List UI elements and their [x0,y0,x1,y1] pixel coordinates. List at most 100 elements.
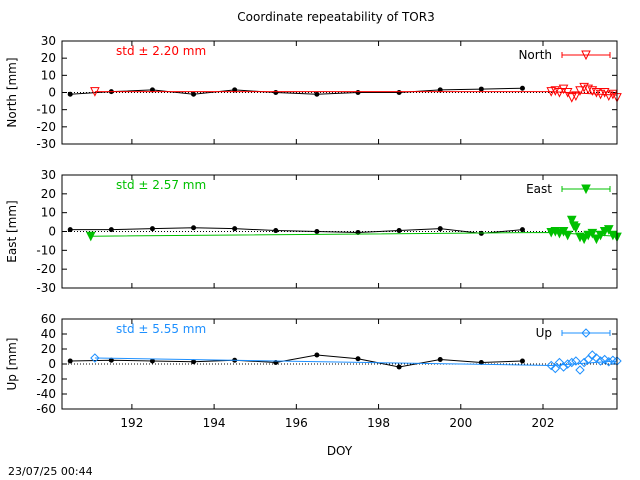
y-tick-label: -40 [36,387,56,401]
legend-label: North [518,48,552,62]
y-tick-label: 60 [41,312,56,326]
north-point [587,86,598,96]
reference-point [519,227,525,233]
y-tick-label: -20 [36,262,56,276]
reference-point [273,228,279,234]
up-series-line [94,357,618,367]
reference-point [478,86,484,92]
east-point [587,228,598,239]
reference-point [67,91,73,97]
reference-point [108,227,114,233]
north-point [562,88,573,98]
reference-point [191,91,197,97]
legend-up: Up [536,326,611,340]
east-point [85,231,96,242]
reference-point [519,358,525,364]
legend-label: East [526,182,552,196]
reference-point [437,357,443,362]
panel-north: -30 -20 -10 0 10 20 30 std ± 2.20 mm North North … [5,34,622,151]
reference-point [149,358,155,364]
y-tick-label: 40 [41,327,56,341]
y-tick-label: -10 [36,103,56,117]
reference-point [67,358,73,364]
legend-marker [581,50,591,61]
up-point [550,363,561,374]
x-tick-label: 192 [120,416,143,430]
y-tick-label: -30 [36,137,56,151]
east-point [603,225,614,235]
north-point [579,82,589,93]
chart-panels: -30 -20 -10 0 10 20 30 std ± 2.20 mm North North … [5,34,622,458]
reference-point [396,90,402,95]
up-point [587,350,598,360]
up-point [571,356,581,366]
legend-marker [581,328,591,338]
x-tick-label: 198 [367,416,390,430]
y-tick-label: 10 [41,68,56,82]
plot-frame [61,40,618,145]
std-annotation: std ± 2.20 mm [116,44,206,58]
reference-point [273,90,279,95]
y-axis-label: North [mm] [5,57,19,127]
y-tick-label: 30 [41,34,56,48]
north-point [554,88,565,98]
plot-frame [61,174,618,289]
reference-point [108,357,114,363]
north-point [571,91,581,102]
east-point [571,223,581,233]
legend-marker [581,184,591,195]
reference-point [355,90,361,95]
east-point [562,230,573,241]
reference-point [519,85,525,91]
y-tick-label: -10 [36,243,56,257]
legend-label: Up [536,326,552,340]
reference-line [70,87,523,95]
y-tick-label: 20 [41,187,56,201]
up-point [604,357,614,367]
up-point [562,359,573,369]
north-point [583,84,594,95]
north-point [608,89,618,100]
plot-frame [61,318,618,410]
north-point [558,84,569,95]
reference-point [437,226,443,232]
y-axis-label: East [mm] [5,200,19,262]
footer-timestamp: 23/07/25 00:44 [8,465,93,478]
reference-point [396,364,402,370]
north-point [595,89,606,100]
up-point [595,356,606,366]
y-tick-label: 0 [48,86,56,100]
up-point [567,357,577,368]
reference-point [314,91,320,97]
chart-title: Coordinate repeatability of TOR3 [237,10,434,24]
std-annotation: std ± 5.55 mm [116,322,206,336]
north-point [599,88,610,98]
legend-north: North [518,48,611,62]
up-point [591,353,602,363]
north-point [603,91,614,102]
y-tick-label: 10 [41,206,56,220]
reference-point [355,356,361,362]
east-point [579,234,589,245]
x-tick-label: 196 [285,416,308,430]
reference-point [314,229,320,234]
east-point [566,215,577,226]
legend-east: East [526,182,611,196]
x-tick-label: 194 [203,416,226,430]
up-point [599,354,610,365]
y-tick-label: -20 [36,120,56,134]
east-series-line [90,231,618,237]
up-point [546,360,556,371]
reference-line [70,354,523,368]
y-tick-label: 0 [48,225,56,239]
y-tick-label: 0 [48,357,56,371]
north-point [591,88,602,98]
reference-point [396,228,402,234]
east-point [591,234,602,245]
y-tick-label: 30 [41,168,56,182]
north-point [575,86,585,96]
y-tick-label: -30 [36,281,56,295]
reference-point [314,352,320,358]
